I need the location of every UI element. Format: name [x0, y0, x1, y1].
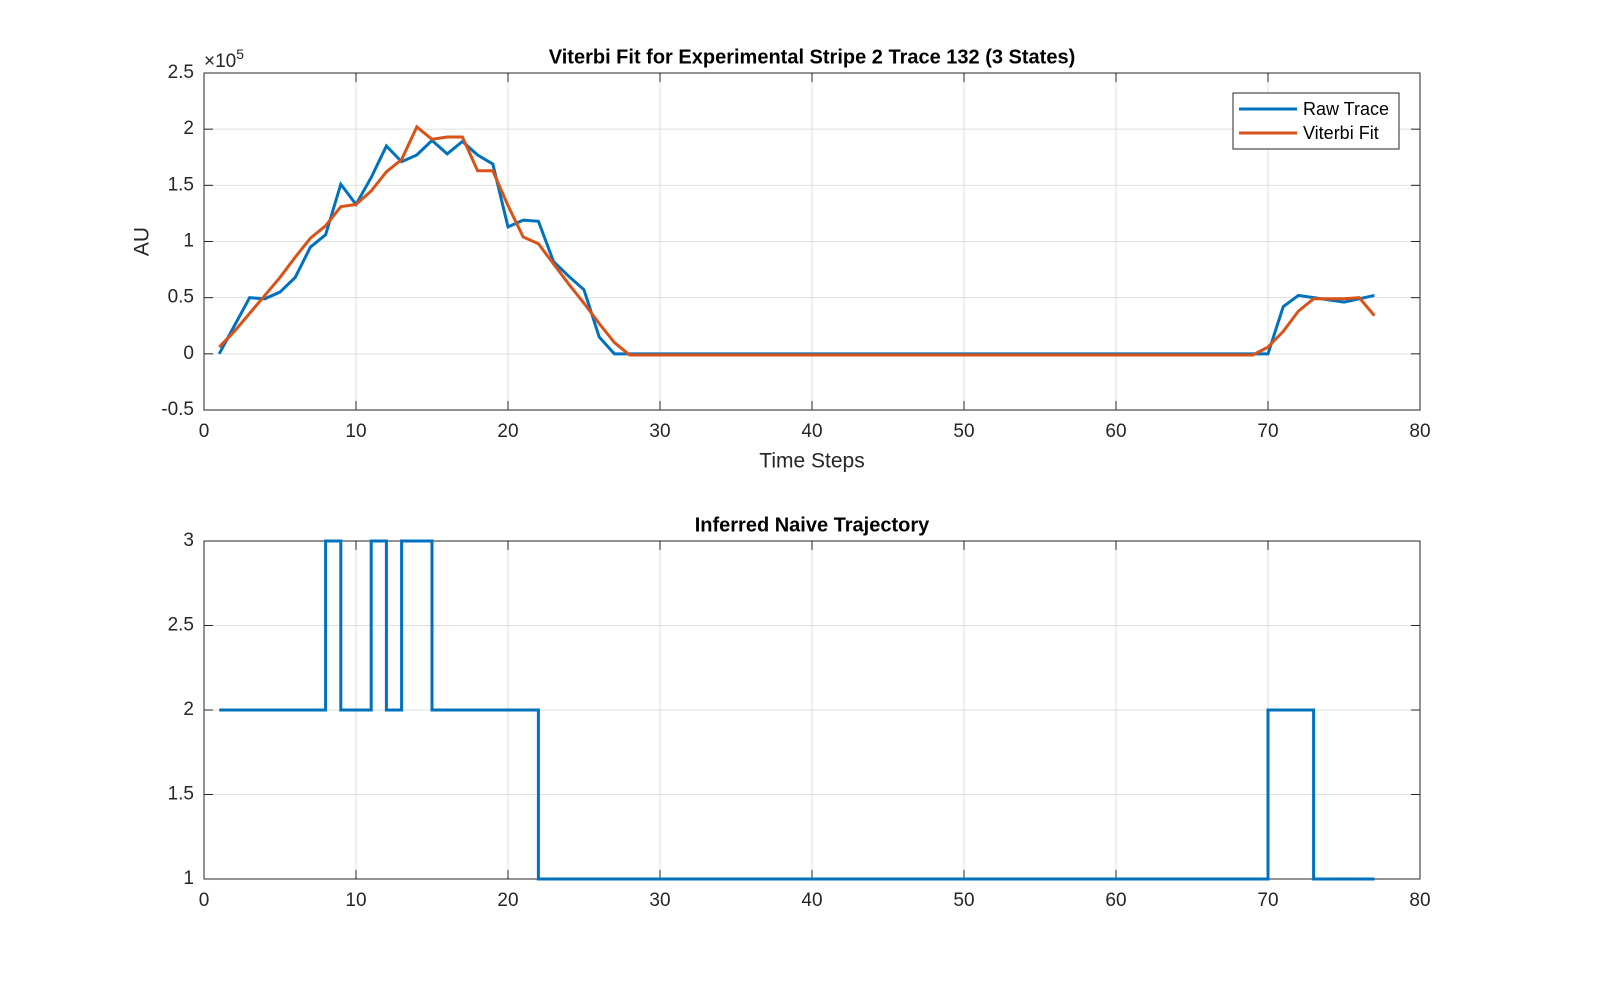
x-tick-label: 80 [1409, 421, 1430, 442]
x-tick-label: 30 [649, 890, 670, 911]
y-tick-label: 2 [183, 699, 194, 720]
y-multiplier-base: ×10 [204, 51, 236, 72]
data-line [218, 124, 1376, 357]
y-axis-label: AU [131, 227, 154, 256]
x-tick-label: 60 [1105, 421, 1126, 442]
y-tick-label: 2.5 [168, 62, 194, 83]
y-multiplier-power: 5 [236, 46, 244, 62]
y-multiplier: ×105 [204, 46, 244, 72]
y-tick-label: 1 [183, 868, 194, 889]
x-tick-label: 10 [345, 890, 366, 911]
y-tick-label: 1.5 [168, 174, 194, 195]
x-tick-label: 10 [345, 421, 366, 442]
y-tick-label: 2.5 [168, 615, 194, 636]
y-tick-label: 0 [183, 343, 194, 364]
x-tick-label: 70 [1257, 890, 1278, 911]
x-tick-label: 70 [1257, 421, 1278, 442]
x-tick-label: 30 [649, 421, 670, 442]
y-tick-label: 1.5 [168, 784, 194, 805]
x-tick-label: 80 [1409, 890, 1430, 911]
y-tick-label: 2 [183, 118, 194, 139]
x-tick-label: 40 [801, 890, 822, 911]
legend-box [1232, 92, 1400, 150]
chart-title: Inferred Naive Trajectory [695, 514, 930, 536]
legend-label: Viterbi Fit [1303, 123, 1379, 143]
x-tick-label: 50 [953, 890, 974, 911]
axes-box [203, 72, 1421, 411]
y-tick-label: 3 [183, 530, 194, 551]
x-tick-label: 50 [953, 421, 974, 442]
x-tick-label: 20 [497, 890, 518, 911]
y-tick-label: -0.5 [161, 399, 194, 420]
x-tick-label: 0 [199, 890, 210, 911]
x-tick-label: 20 [497, 421, 518, 442]
data-line [219, 539, 1375, 881]
y-tick-label: 0.5 [168, 287, 194, 308]
x-tick-label: 60 [1105, 890, 1126, 911]
y-tick-label: 1 [183, 231, 194, 252]
x-axis-label: Time Steps [759, 450, 864, 473]
x-tick-label: 40 [801, 421, 822, 442]
legend-label: Raw Trace [1303, 99, 1389, 119]
chart-title: Viterbi Fit for Experimental Stripe 2 Tr… [549, 46, 1076, 68]
x-tick-label: 0 [199, 421, 210, 442]
